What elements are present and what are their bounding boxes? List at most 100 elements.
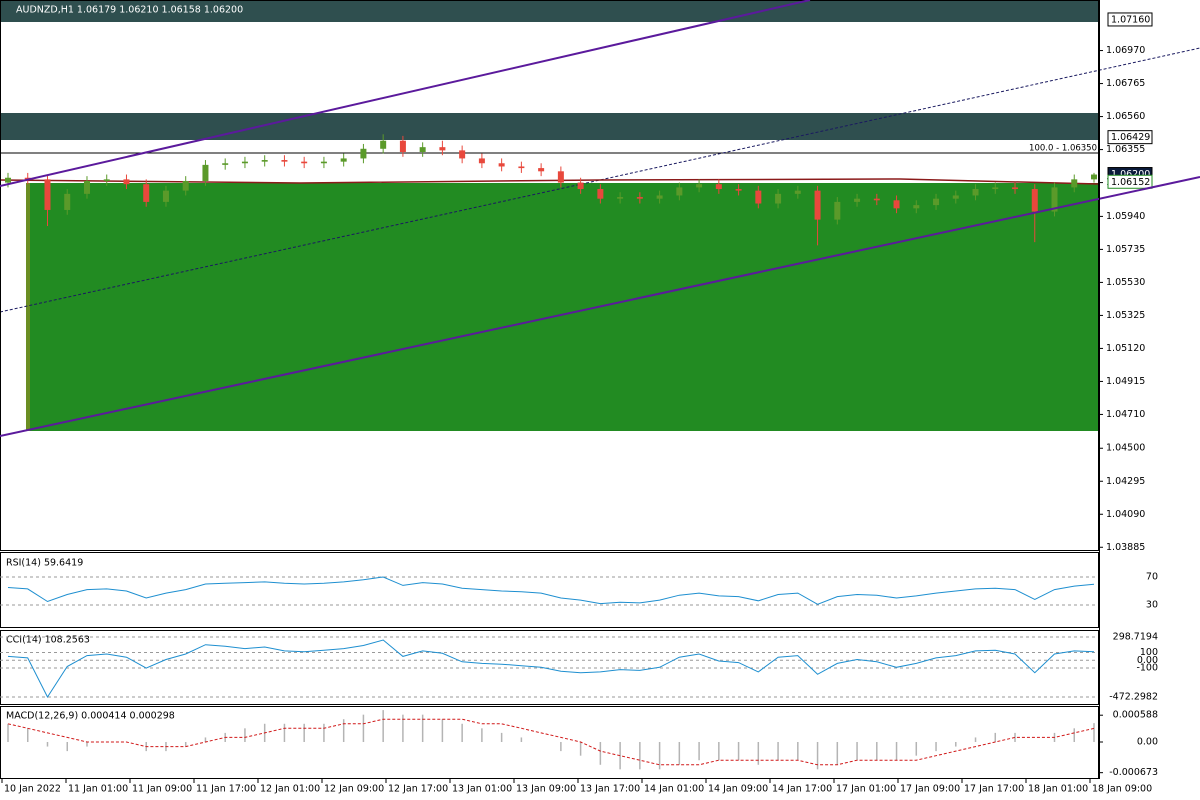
x-tick-label: 14 Jan 01:00 (644, 784, 704, 795)
candle-body (340, 158, 347, 162)
candle-body (24, 177, 31, 180)
y-tick-label: 1.05735 (1106, 244, 1145, 255)
x-tick-label: 17 Jan 01:00 (836, 784, 896, 795)
candle-body (1051, 187, 1058, 212)
y-tick-label: 1.04295 (1106, 476, 1145, 487)
candle-body (873, 198, 880, 201)
y-tick-label: 1.04090 (1106, 509, 1145, 520)
panel-frame (0, 706, 1099, 779)
zone-rect (0, 0, 1098, 22)
candle-body (1071, 179, 1078, 188)
x-tick-label: 10 Jan 2022 (4, 784, 61, 795)
zone-rect (26, 183, 1098, 431)
x-tick-label: 14 Jan 17:00 (772, 784, 832, 795)
candle-body (320, 161, 327, 164)
candles (5, 134, 1097, 246)
channel-line (0, 176, 1200, 437)
x-tick-label: 11 Jan 09:00 (132, 784, 192, 795)
x-tick-label: 12 Jan 09:00 (324, 784, 384, 795)
moving-average (0, 178, 1099, 185)
y-tick-label: -472.2982 (1109, 692, 1158, 703)
y-tick-label: 0.00 (1137, 655, 1158, 666)
candle-body (656, 195, 663, 199)
y-tick-label: 1.06765 (1106, 78, 1145, 89)
y-tick-label: 1.05940 (1106, 211, 1145, 222)
candle-body (1091, 174, 1097, 180)
candle-body (281, 160, 288, 162)
candle-body (952, 195, 959, 199)
candle-body (538, 168, 545, 172)
y-tick-label: 1.04710 (1106, 409, 1145, 420)
candle-body (261, 160, 268, 162)
y-tick-label: 1.05120 (1106, 343, 1145, 354)
candle-body (715, 184, 722, 190)
candle-body (1012, 187, 1019, 190)
candle-body (854, 198, 861, 202)
panel-frame (0, 0, 1099, 551)
fib-label: 100.0 - 1.06350 (1029, 144, 1097, 154)
candle-body (794, 190, 801, 194)
candle-body (360, 148, 367, 159)
candle-body (814, 190, 821, 220)
price-level-label: 1.06200 (1111, 169, 1150, 180)
price-level-box (1107, 130, 1153, 145)
candle-body (380, 140, 387, 149)
indicator-title: RSI(14) 59.6419 (6, 558, 83, 569)
y-tick-label: 1.04500 (1106, 443, 1145, 454)
candle-body (755, 190, 762, 204)
candle-body (5, 177, 11, 183)
candle-body (399, 140, 406, 152)
price-level-box (1107, 12, 1153, 27)
y-tick-label: 70 (1146, 571, 1158, 582)
x-tick-label: 17 Jan 17:00 (964, 784, 1024, 795)
candle-body (182, 180, 189, 191)
candle-body (992, 187, 999, 190)
candle-body (143, 184, 150, 202)
candle-body (775, 193, 782, 204)
candle-body (933, 198, 940, 206)
candle-body (972, 189, 979, 196)
y-tick-label: 1.06970 (1106, 45, 1145, 56)
y-tick-label: -100 (1136, 663, 1158, 674)
candle-body (103, 179, 110, 181)
y-tick-label: 1.06560 (1106, 111, 1145, 122)
candle-body (419, 147, 426, 152)
zone-edge (26, 183, 30, 431)
candle-body (64, 193, 71, 210)
x-tick-label: 11 Jan 17:00 (196, 784, 256, 795)
indicator-title: MACD(12,26,9) 0.000414 0.000298 (6, 711, 175, 722)
y-tick-label: 0.000588 (1113, 710, 1158, 721)
y-tick-label: 298.7194 (1113, 632, 1158, 643)
candle-body (518, 166, 525, 169)
candle-body (222, 163, 229, 165)
x-tick-label: 13 Jan 17:00 (580, 784, 640, 795)
candle-body (301, 161, 308, 164)
price-level-label: 1.06152 (1111, 177, 1150, 188)
candle-body (834, 201, 841, 220)
x-tick-label: 12 Jan 01:00 (260, 784, 320, 795)
candle-body (162, 190, 169, 202)
y-tick-label: 1.04915 (1106, 376, 1145, 387)
x-tick-label: 14 Jan 09:00 (708, 784, 768, 795)
zone-rect (0, 113, 1098, 140)
panel-frames (0, 0, 1099, 779)
candle-body (44, 179, 51, 210)
drawings (0, 0, 1200, 431)
candle-body (676, 187, 683, 196)
candle-body (636, 197, 643, 199)
y-tick-label: 1.05530 (1106, 277, 1145, 288)
candle-body (241, 161, 248, 164)
indicator-line (7, 639, 1095, 699)
x-tick-label: 13 Jan 01:00 (452, 784, 512, 795)
candle-body (123, 179, 130, 185)
y-tick-label: 1.03885 (1106, 542, 1145, 553)
candle-body (557, 171, 564, 183)
x-tick-label: 12 Jan 17:00 (388, 784, 448, 795)
candle-body (577, 182, 584, 190)
candle-body (913, 205, 920, 209)
candle-body (202, 164, 209, 181)
y-tick-label: 1.06355 (1106, 144, 1145, 155)
indicator-line (7, 576, 1095, 605)
candle-body (478, 158, 485, 164)
candle-body (893, 200, 900, 209)
